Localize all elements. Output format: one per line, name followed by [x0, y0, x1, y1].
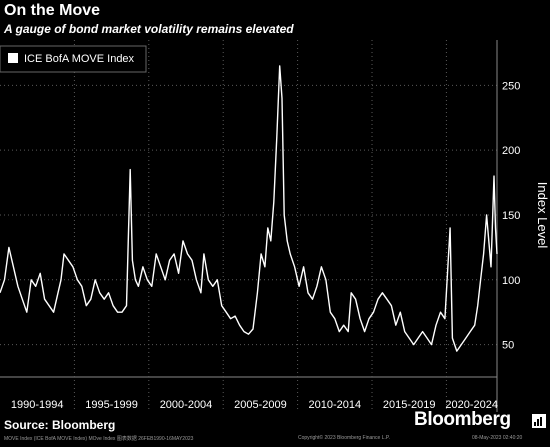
chart-title: On the Move [4, 2, 101, 19]
y-tick-label: 150 [502, 210, 520, 222]
y-axis-label: Index Level [535, 182, 550, 249]
x-group-label: 1995-1999 [85, 399, 138, 411]
bloomberg-chart-icon [532, 414, 546, 428]
series-lines [0, 65, 498, 352]
chart-subtitle: A gauge of bond market volatility remain… [4, 22, 294, 36]
y-tick-label: 50 [502, 340, 514, 352]
source-note: Source: Bloomberg [4, 418, 116, 432]
legend: ICE BofA MOVE Index [0, 45, 147, 73]
x-axis-groups: 1990-1994 1995-1999 2000-2004 2005-2009 2010… [0, 40, 498, 412]
gridlines [0, 40, 498, 412]
x-group-label: 2010-2014 [309, 399, 362, 411]
footer-copyright: Copyright© 2023 Bloomberg Finance L.P. [298, 435, 390, 441]
series-line-move-index [0, 65, 498, 352]
footer-timestamp: 08-May-2023 02:40:20 [472, 435, 523, 441]
footer-data-note: MOVE Index (ICE BofA MOVE Index) MOve In… [4, 436, 194, 442]
bloomberg-logo: Bloomberg [414, 409, 511, 430]
legend-swatch [8, 53, 18, 63]
x-group-label: 2000-2004 [160, 399, 213, 411]
y-tick-label: 250 [502, 80, 520, 92]
y-tick-label: 100 [502, 275, 520, 287]
x-group-label: 2015-2019 [383, 399, 436, 411]
y-axis-ticks: 50 100 150 200 250 [502, 80, 520, 351]
x-group-label: 2005-2009 [234, 399, 287, 411]
x-group-label: 2020-2024 [445, 399, 498, 411]
x-group-label: 1990-1994 [11, 399, 64, 411]
y-tick-label: 200 [502, 145, 520, 157]
legend-label: ICE BofA MOVE Index [24, 53, 135, 65]
